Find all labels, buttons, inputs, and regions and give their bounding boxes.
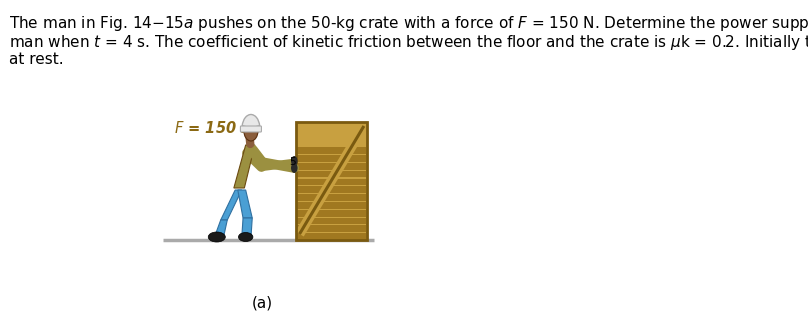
Polygon shape [214, 220, 227, 238]
Bar [297, 171, 366, 177]
Bar [297, 194, 366, 201]
Bar [297, 155, 366, 162]
Bar [297, 186, 366, 193]
Ellipse shape [208, 232, 225, 242]
Bar [297, 225, 366, 232]
Circle shape [244, 119, 258, 141]
Text: at rest.: at rest. [9, 52, 64, 67]
Bar [297, 163, 366, 170]
Text: (a): (a) [252, 295, 273, 310]
Polygon shape [221, 190, 242, 220]
FancyBboxPatch shape [241, 126, 262, 132]
Ellipse shape [238, 233, 253, 241]
Bar [296, 122, 367, 240]
Bar [297, 202, 366, 209]
Circle shape [291, 156, 297, 166]
Bar [297, 233, 366, 240]
Bar [297, 147, 366, 154]
Text: $F$ = 150 N: $F$ = 150 N [174, 120, 255, 136]
Text: The man in Fig. 14$-$15$a$ pushes on the 50-kg crate with a force of $F$ = 150 N: The man in Fig. 14$-$15$a$ pushes on the… [9, 14, 808, 33]
Text: 5: 5 [289, 157, 296, 167]
Wedge shape [242, 114, 259, 128]
Text: man when $t$ = 4 s. The coefficient of kinetic friction between the floor and th: man when $t$ = 4 s. The coefficient of k… [9, 33, 808, 52]
Polygon shape [238, 190, 252, 218]
Circle shape [291, 163, 297, 173]
Bar [296, 122, 367, 240]
Bar [297, 217, 366, 224]
Bar [297, 178, 366, 185]
Bar [297, 210, 366, 216]
Polygon shape [242, 218, 252, 238]
Polygon shape [234, 145, 255, 188]
